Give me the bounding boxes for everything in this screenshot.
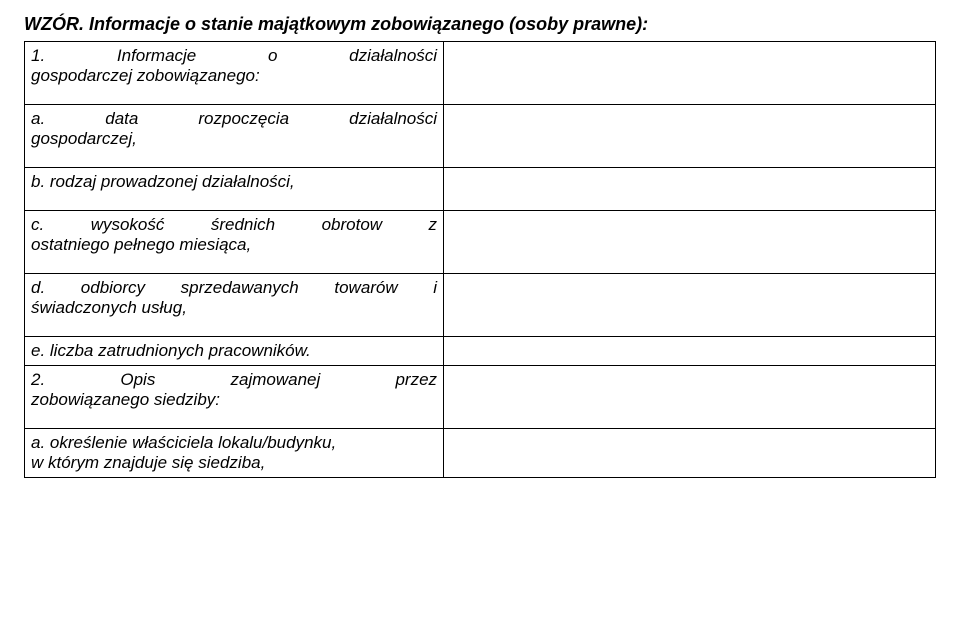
row4-label-cell: c. wysokość średnich obrotow z ostatnieg… xyxy=(25,211,444,274)
row6-line1: e. liczba zatrudnionych pracowników. xyxy=(31,341,437,361)
row6-value-cell xyxy=(444,337,936,366)
row2-label-cell: a. data rozpoczęcia działalności gospoda… xyxy=(25,105,444,168)
row4-line1: c. wysokość średnich obrotow z xyxy=(31,215,437,235)
row7-value-cell xyxy=(444,366,936,429)
row5-value-cell xyxy=(444,274,936,337)
row7-line1: 2. Opis zajmowanej przez xyxy=(31,370,437,390)
row5-line1: d. odbiorcy sprzedawanych towarów i xyxy=(31,278,437,298)
table-row: d. odbiorcy sprzedawanych towarów i świa… xyxy=(25,274,936,337)
row7-label-cell: 2. Opis zajmowanej przez zobowiązanego s… xyxy=(25,366,444,429)
row3-line1: b. rodzaj prowadzonej działalności, xyxy=(31,172,437,192)
table-row: a. określenie właściciela lokalu/budynku… xyxy=(25,429,936,478)
table-row: c. wysokość średnich obrotow z ostatnieg… xyxy=(25,211,936,274)
row8-line2: w którym znajduje się siedziba, xyxy=(31,453,437,473)
document-header: WZÓR. Informacje o stanie majątkowym zob… xyxy=(24,14,936,35)
table-row: 1. Informacje o działalności gospodarcze… xyxy=(25,42,936,105)
row1-label-cell: 1. Informacje o działalności gospodarcze… xyxy=(25,42,444,105)
row8-value-cell xyxy=(444,429,936,478)
row2-line2: gospodarczej, xyxy=(31,129,437,149)
row1-line2: gospodarczej zobowiązanego: xyxy=(31,66,437,86)
row8-line1: a. określenie właściciela lokalu/budynku… xyxy=(31,433,437,453)
table-row: 2. Opis zajmowanej przez zobowiązanego s… xyxy=(25,366,936,429)
form-table: 1. Informacje o działalności gospodarcze… xyxy=(24,41,936,478)
row6-label-cell: e. liczba zatrudnionych pracowników. xyxy=(25,337,444,366)
row2-line1: a. data rozpoczęcia działalności xyxy=(31,109,437,129)
row1-line1: 1. Informacje o działalności xyxy=(31,46,437,66)
row2-value-cell xyxy=(444,105,936,168)
row1-value-cell xyxy=(444,42,936,105)
row7-line2: zobowiązanego siedziby: xyxy=(31,390,437,410)
row3-value-cell xyxy=(444,168,936,211)
table-row: e. liczba zatrudnionych pracowników. xyxy=(25,337,936,366)
row4-value-cell xyxy=(444,211,936,274)
row5-label-cell: d. odbiorcy sprzedawanych towarów i świa… xyxy=(25,274,444,337)
row8-label-cell: a. określenie właściciela lokalu/budynku… xyxy=(25,429,444,478)
row4-line2: ostatniego pełnego miesiąca, xyxy=(31,235,437,255)
row5-line2: świadczonych usług, xyxy=(31,298,437,318)
table-row: a. data rozpoczęcia działalności gospoda… xyxy=(25,105,936,168)
table-row: b. rodzaj prowadzonej działalności, xyxy=(25,168,936,211)
row3-label-cell: b. rodzaj prowadzonej działalności, xyxy=(25,168,444,211)
